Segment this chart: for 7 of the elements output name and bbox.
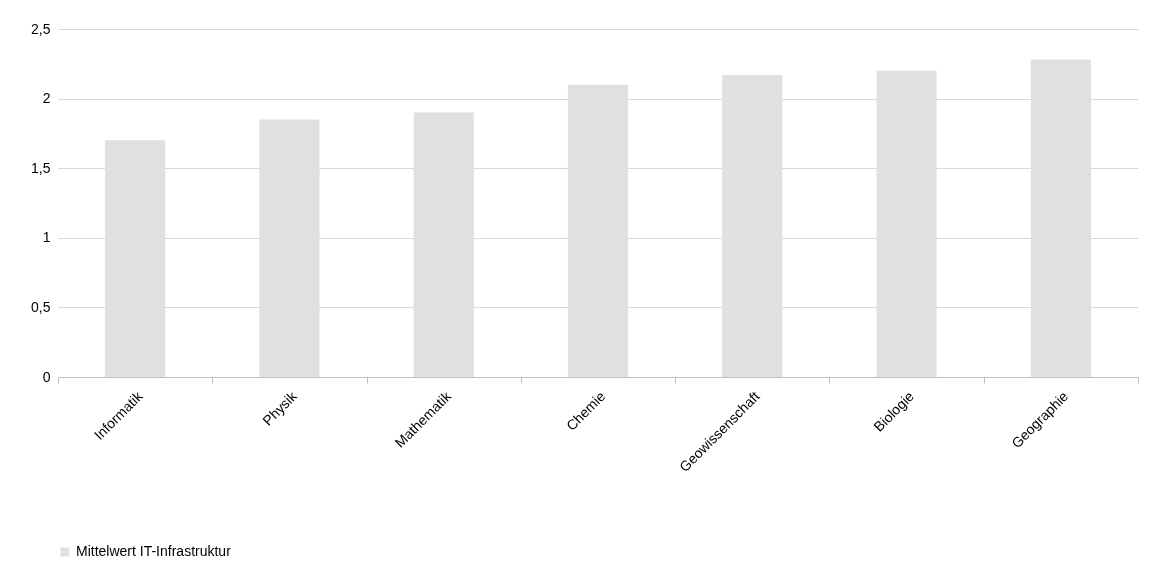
legend-label: Mittelwert IT-Infrastruktur [76, 543, 232, 559]
y-tick-label: 2,5 [31, 20, 51, 37]
y-tick-label: 2 [42, 90, 51, 107]
y-tick-label: 1 [42, 229, 51, 246]
y-tick-label: 0 [42, 368, 51, 385]
y-tick-label: 1,5 [31, 159, 51, 176]
y-tick-label: 0,5 [31, 298, 51, 315]
